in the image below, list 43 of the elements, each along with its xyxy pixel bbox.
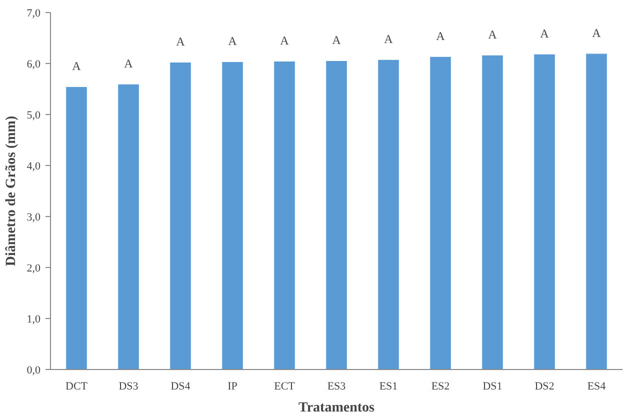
annotation: A bbox=[72, 58, 82, 73]
y-tick-label: 7,0 bbox=[26, 8, 41, 20]
bar bbox=[430, 56, 451, 370]
x-axis-title: Tratamentos bbox=[298, 400, 376, 416]
x-tick-label: DS3 bbox=[118, 380, 139, 392]
y-tick-label: 0,0 bbox=[26, 364, 41, 376]
annotation: A bbox=[280, 33, 290, 48]
x-tick-label: DS4 bbox=[170, 380, 191, 392]
bar bbox=[170, 62, 191, 370]
x-tick-label: DS2 bbox=[534, 380, 554, 392]
annotation: A bbox=[436, 28, 446, 43]
y-axis-title: Diâmetro de Grãos (mm) bbox=[4, 116, 19, 266]
annotation: A bbox=[176, 34, 186, 48]
annotation: A bbox=[592, 26, 602, 40]
annotation: A bbox=[228, 34, 238, 48]
x-tick-label: ECT bbox=[274, 380, 296, 392]
annotation: A bbox=[488, 27, 498, 42]
y-tick-label: 5,0 bbox=[26, 110, 41, 122]
bar bbox=[66, 86, 87, 370]
annotation: A bbox=[124, 56, 134, 70]
x-tick-label: DS1 bbox=[482, 380, 502, 392]
y-tick-label: 6,0 bbox=[26, 58, 41, 70]
bar bbox=[586, 54, 607, 370]
bar bbox=[534, 54, 555, 370]
bar bbox=[118, 84, 139, 370]
annotation: A bbox=[384, 32, 394, 46]
x-tick-label: ES1 bbox=[379, 380, 398, 392]
bar bbox=[326, 60, 347, 370]
x-tick-label: ES3 bbox=[327, 380, 346, 392]
bar bbox=[482, 55, 503, 370]
annotation: A bbox=[540, 26, 550, 40]
y-tick-label: 4,0 bbox=[26, 160, 41, 172]
bar bbox=[222, 62, 243, 370]
y-tick-label: 3,0 bbox=[26, 212, 41, 224]
y-tick-label: 1,0 bbox=[26, 314, 41, 326]
y-tick-label: 2,0 bbox=[26, 262, 41, 274]
annotation: A bbox=[332, 32, 342, 47]
x-tick-label: DCT bbox=[66, 380, 88, 392]
x-tick-label: IP bbox=[228, 380, 238, 392]
x-tick-label: ES2 bbox=[431, 380, 450, 392]
bar bbox=[378, 60, 399, 370]
bar bbox=[274, 61, 295, 370]
x-tick-label: ES4 bbox=[587, 380, 606, 392]
